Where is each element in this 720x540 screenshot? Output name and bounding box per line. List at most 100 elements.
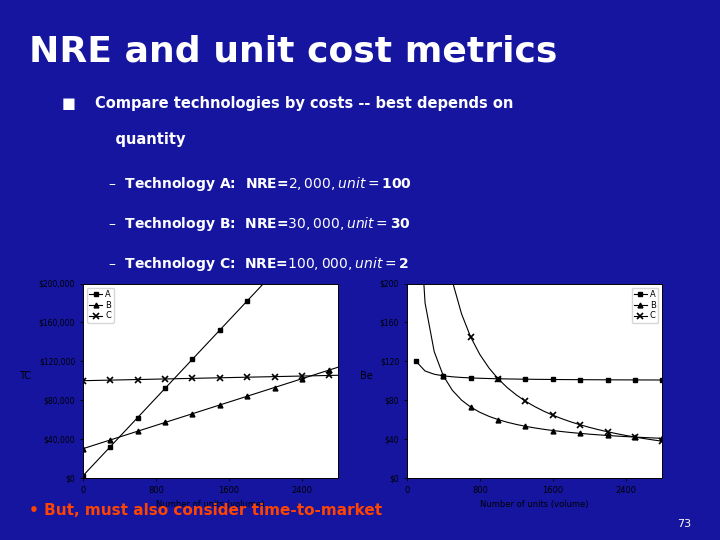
C: [512, 392, 521, 398]
A: [316, 220, 325, 226]
A: [430, 371, 438, 377]
B: [448, 387, 456, 394]
Text: Compare technologies by costs -- best depends on: Compare technologies by costs -- best de…: [95, 96, 513, 111]
A: [234, 307, 243, 314]
Legend: A, B, C: A, B, C: [631, 288, 658, 323]
A: [106, 443, 114, 450]
B: [576, 430, 585, 437]
C: [649, 437, 657, 443]
B: [106, 437, 114, 443]
B: [494, 416, 503, 423]
B: [503, 419, 511, 426]
Text: –  Technology A:  NRE=$2,000,   unit=$100: – Technology A: NRE=$2,000, unit=$100: [108, 174, 412, 193]
C: [485, 364, 493, 371]
B: [549, 427, 557, 434]
C: [252, 374, 261, 380]
C: [594, 427, 603, 433]
C: [576, 422, 585, 428]
A: [549, 376, 557, 383]
B: [521, 423, 530, 429]
B: [539, 426, 548, 433]
C: [448, 278, 456, 285]
A: [215, 327, 224, 333]
B: [603, 432, 612, 438]
B: [96, 440, 105, 446]
A: [88, 463, 96, 469]
B: [234, 396, 243, 402]
B: [457, 397, 466, 403]
Text: –  Technology C:  NRE=$100,000, unit=$2: – Technology C: NRE=$100,000, unit=$2: [108, 255, 410, 273]
A: [307, 230, 315, 236]
B: [430, 348, 438, 355]
B: [206, 404, 215, 411]
C: [585, 424, 594, 430]
Text: ■: ■: [62, 96, 76, 111]
B: [133, 428, 142, 435]
C: [521, 398, 530, 404]
A: [96, 453, 105, 460]
X-axis label: Number of units (volume): Number of units (volume): [156, 500, 265, 509]
B: [621, 433, 630, 440]
C: [161, 376, 169, 382]
A: [170, 375, 179, 382]
A: [621, 377, 630, 383]
A: [297, 239, 306, 246]
B: [567, 429, 575, 436]
B: [467, 404, 475, 410]
A: [261, 278, 270, 285]
A: [78, 472, 87, 479]
C: [115, 377, 124, 383]
Text: NRE and unit cost metrics: NRE and unit cost metrics: [29, 35, 557, 68]
B: [261, 387, 270, 394]
A: [530, 376, 539, 382]
C: [78, 377, 87, 384]
B: [197, 408, 206, 414]
A: [576, 376, 585, 383]
C: [234, 374, 243, 381]
A: [448, 374, 456, 380]
A: [270, 268, 279, 275]
B: [151, 422, 160, 429]
B: [640, 434, 649, 441]
A: [188, 356, 197, 362]
A: [124, 424, 132, 430]
A: [243, 298, 251, 304]
A: [133, 414, 142, 421]
C: [297, 373, 306, 379]
C: [430, 148, 438, 155]
Line: C: C: [413, 0, 665, 444]
C: [279, 373, 288, 380]
A: [325, 210, 333, 217]
Text: quantity: quantity: [95, 132, 186, 147]
B: [475, 409, 484, 416]
B: [225, 399, 233, 406]
C: [289, 373, 297, 380]
C: [151, 376, 160, 382]
A: [475, 375, 484, 381]
B: [530, 424, 539, 431]
C: [567, 418, 575, 425]
A: [279, 259, 288, 265]
Line: B: B: [413, 154, 665, 441]
A: [252, 288, 261, 294]
A: [658, 377, 667, 383]
B: [512, 421, 521, 428]
B: [420, 300, 429, 306]
A: [179, 366, 187, 372]
C: [179, 375, 187, 382]
B: [594, 431, 603, 438]
A: [640, 377, 649, 383]
B: [316, 370, 325, 376]
C: [225, 374, 233, 381]
C: [197, 375, 206, 381]
B: [558, 428, 567, 435]
B: [243, 393, 251, 400]
C: [206, 375, 215, 381]
A: [197, 346, 206, 353]
C: [530, 403, 539, 410]
C: [243, 374, 251, 381]
C: [467, 334, 475, 340]
A: [225, 317, 233, 323]
A: [334, 200, 343, 207]
B: [289, 379, 297, 385]
